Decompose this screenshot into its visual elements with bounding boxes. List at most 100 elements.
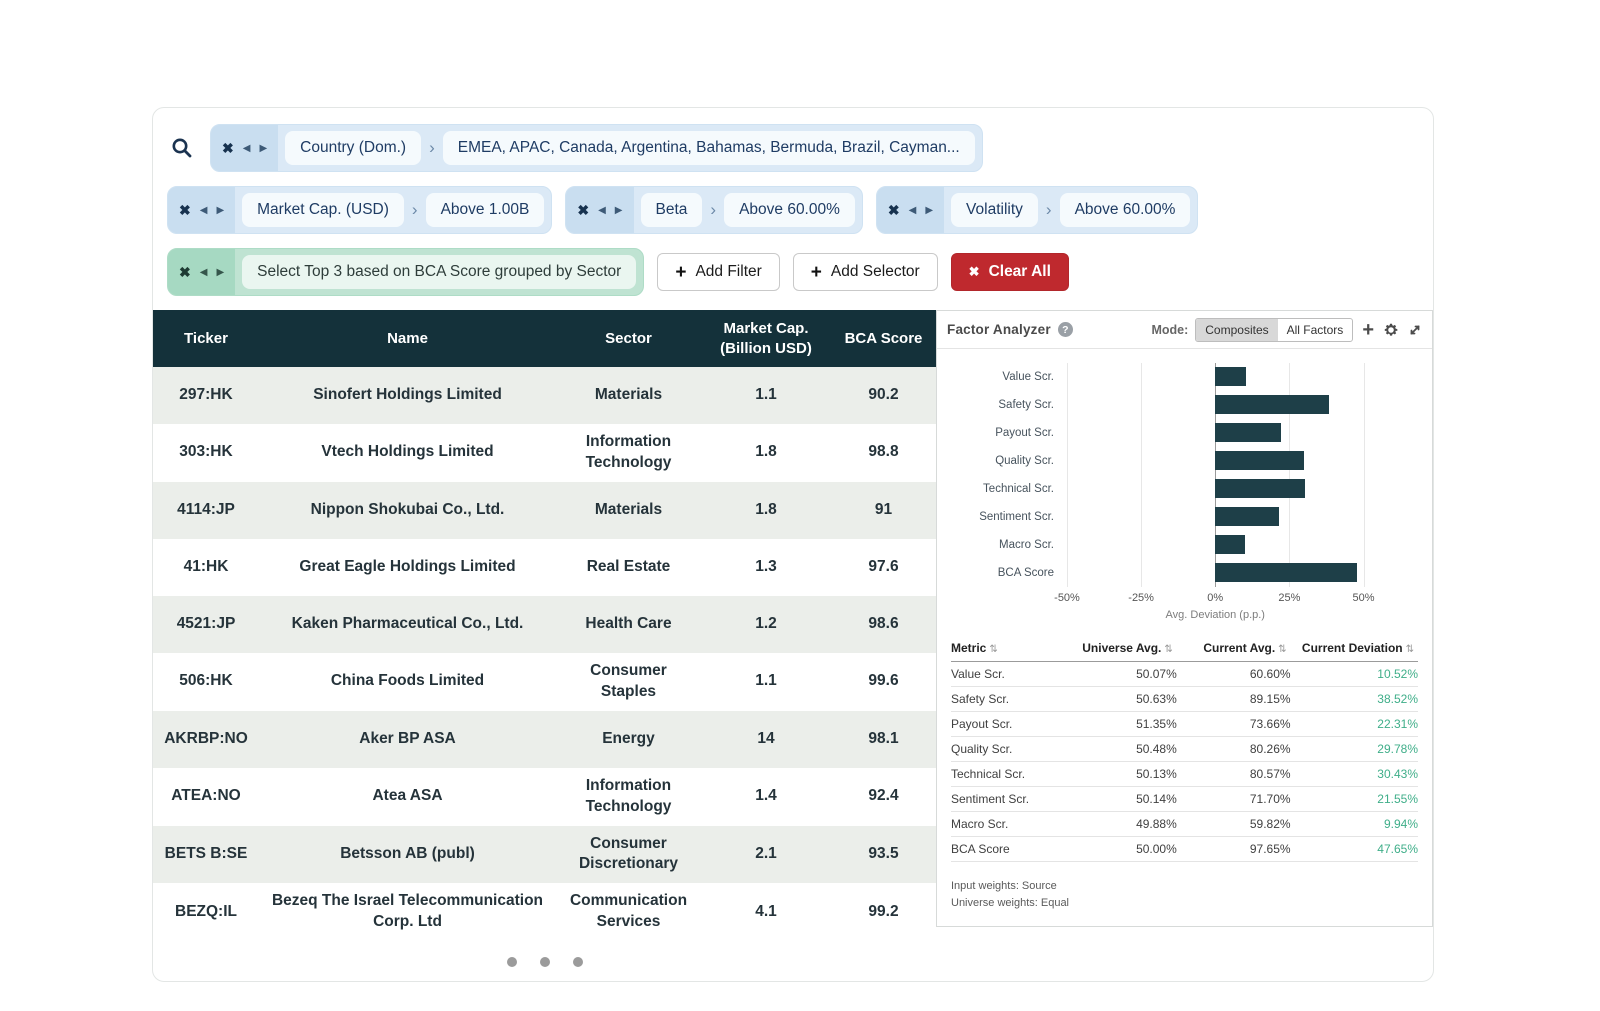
- sector-cell: Materials: [556, 492, 701, 529]
- x-tick-label: 25%: [1278, 592, 1300, 604]
- ticker-cell: BEZQ:IL: [153, 894, 259, 931]
- move-right-icon[interactable]: ▶: [259, 143, 267, 154]
- mode-all-factors[interactable]: All Factors: [1278, 319, 1353, 341]
- move-left-icon[interactable]: ◀: [909, 205, 917, 216]
- filter-pill-market-cap[interactable]: ✖ ◀ ▶ Market Cap. (USD) › Above 1.00B: [167, 186, 552, 234]
- filter-label[interactable]: Country (Dom.): [285, 131, 421, 165]
- remove-selector-icon[interactable]: ✖: [179, 264, 191, 281]
- move-left-icon[interactable]: ◀: [200, 205, 208, 216]
- stock-table: Ticker Name Sector Market Cap. (Billion …: [153, 310, 936, 981]
- remove-filter-icon[interactable]: ✖: [222, 140, 234, 157]
- table-row[interactable]: 4521:JP Kaken Pharmaceutical Co., Ltd. H…: [153, 596, 936, 653]
- pagination-dot[interactable]: [540, 957, 550, 967]
- filter-pill-volatility[interactable]: ✖ ◀ ▶ Volatility › Above 60.00%: [876, 186, 1199, 234]
- market-cap-cell: 1.8: [701, 492, 831, 529]
- move-left-icon[interactable]: ◀: [200, 267, 208, 278]
- ticker-cell: 303:HK: [153, 434, 259, 471]
- ticker-cell: AKRBP:NO: [153, 721, 259, 758]
- filter-row-3: ✖ ◀ ▶ Select Top 3 based on BCA Score gr…: [167, 248, 1419, 296]
- pagination-dot[interactable]: [507, 957, 517, 967]
- table-row[interactable]: AKRBP:NO Aker BP ASA Energy 14 98.1: [153, 711, 936, 768]
- mode-composites[interactable]: Composites: [1196, 319, 1277, 341]
- sort-icon[interactable]: ⇅: [1278, 644, 1286, 655]
- table-row[interactable]: BEZQ:IL Bezeq The Israel Telecommunicati…: [153, 883, 936, 941]
- move-right-icon[interactable]: ▶: [216, 267, 224, 278]
- table-row[interactable]: ATEA:NO Atea ASA Information Technology …: [153, 768, 936, 826]
- column-header-bca-score: BCA Score: [831, 323, 936, 355]
- add-selector-button[interactable]: + Add Selector: [793, 253, 938, 291]
- bar-row: [1067, 391, 1420, 419]
- name-cell: Nippon Shokubai Co., Ltd.: [259, 492, 556, 529]
- remove-filter-icon[interactable]: ✖: [179, 202, 191, 219]
- help-icon[interactable]: ?: [1058, 322, 1073, 337]
- name-cell: Kaken Pharmaceutical Co., Ltd.: [259, 606, 556, 643]
- metrics-table-body: Value Scr. 50.07% 60.60% 10.52% Safety S…: [951, 662, 1418, 862]
- filter-value[interactable]: Above 60.00%: [1060, 193, 1191, 227]
- deviation-bar: [1215, 423, 1281, 442]
- search-icon[interactable]: [167, 136, 197, 160]
- bar-row: [1067, 475, 1420, 503]
- filter-value[interactable]: Above 60.00%: [724, 193, 855, 227]
- filter-label[interactable]: Beta: [641, 193, 703, 227]
- ticker-cell: BETS B:SE: [153, 836, 259, 873]
- filter-pill-beta[interactable]: ✖ ◀ ▶ Beta › Above 60.00%: [565, 186, 863, 234]
- move-right-icon[interactable]: ▶: [925, 205, 933, 216]
- universe-avg-cell: 50.00%: [1063, 837, 1177, 861]
- add-filter-button[interactable]: + Add Filter: [657, 253, 779, 291]
- filter-label[interactable]: Volatility: [951, 193, 1038, 227]
- move-left-icon[interactable]: ◀: [598, 205, 606, 216]
- metric-column-header[interactable]: Metric⇅: [951, 641, 1063, 655]
- current-deviation-column-header[interactable]: Current Deviation⇅: [1291, 641, 1418, 655]
- market-cap-cell: 1.4: [701, 778, 831, 815]
- column-header-name: Name: [259, 323, 556, 355]
- sector-cell: Information Technology: [556, 424, 701, 482]
- table-row[interactable]: 41:HK Great Eagle Holdings Limited Real …: [153, 539, 936, 596]
- selector-pill[interactable]: ✖ ◀ ▶ Select Top 3 based on BCA Score gr…: [167, 248, 644, 296]
- market-cap-cell: 1.2: [701, 606, 831, 643]
- filter-value[interactable]: Above 1.00B: [426, 193, 545, 227]
- move-left-icon[interactable]: ◀: [243, 143, 251, 154]
- sector-cell: Consumer Discretionary: [556, 826, 701, 884]
- deviation-chart: Value Scr.Safety Scr.Payout Scr.Quality …: [937, 349, 1432, 625]
- filter-row-2: ✖ ◀ ▶ Market Cap. (USD) › Above 1.00B ✖ …: [167, 186, 1419, 234]
- name-cell: Betsson AB (publ): [259, 836, 556, 873]
- universe-avg-column-header[interactable]: Universe Avg.⇅: [1063, 641, 1177, 655]
- add-panel-icon[interactable]: +: [1362, 320, 1374, 340]
- current-deviation-cell: 29.78%: [1291, 737, 1418, 761]
- input-weights-note: Input weights: Source: [951, 878, 1418, 895]
- sort-icon[interactable]: ⇅: [989, 644, 997, 655]
- current-avg-column-header[interactable]: Current Avg.⇅: [1177, 641, 1291, 655]
- clear-all-button[interactable]: ✖ Clear All: [951, 253, 1069, 291]
- gear-icon[interactable]: [1383, 322, 1399, 338]
- deviation-bar: [1215, 535, 1244, 554]
- move-right-icon[interactable]: ▶: [216, 205, 224, 216]
- sort-icon[interactable]: ⇅: [1164, 644, 1172, 655]
- y-axis-label: Macro Scr.: [943, 531, 1067, 559]
- stock-table-header: Ticker Name Sector Market Cap. (Billion …: [153, 310, 936, 367]
- sort-icon[interactable]: ⇅: [1406, 644, 1414, 655]
- filter-pill-country[interactable]: ✖ ◀ ▶ Country (Dom.) › EMEA, APAC, Canad…: [210, 124, 983, 172]
- market-cap-cell: 1.8: [701, 434, 831, 471]
- universe-avg-cell: 50.14%: [1063, 787, 1177, 811]
- selector-label[interactable]: Select Top 3 based on BCA Score grouped …: [242, 255, 636, 289]
- filter-pill-controls: ✖ ◀ ▶: [566, 187, 633, 233]
- metric-row: BCA Score 50.00% 97.65% 47.65%: [951, 837, 1418, 862]
- remove-filter-icon[interactable]: ✖: [888, 202, 900, 219]
- table-row[interactable]: 303:HK Vtech Holdings Limited Informatio…: [153, 424, 936, 482]
- table-row[interactable]: 297:HK Sinofert Holdings Limited Materia…: [153, 367, 936, 424]
- bca-score-cell: 92.4: [831, 778, 936, 815]
- table-row[interactable]: BETS B:SE Betsson AB (publ) Consumer Dis…: [153, 826, 936, 884]
- metric-name-cell: Technical Scr.: [951, 762, 1063, 786]
- move-right-icon[interactable]: ▶: [615, 205, 623, 216]
- filter-value[interactable]: EMEA, APAC, Canada, Argentina, Bahamas, …: [443, 131, 975, 165]
- mode-toggle: Composites All Factors: [1195, 318, 1353, 342]
- table-row[interactable]: 4114:JP Nippon Shokubai Co., Ltd. Materi…: [153, 482, 936, 539]
- ticker-cell: 4521:JP: [153, 606, 259, 643]
- pagination-dot[interactable]: [573, 957, 583, 967]
- filter-label[interactable]: Market Cap. (USD): [242, 193, 404, 227]
- remove-filter-icon[interactable]: ✖: [577, 202, 589, 219]
- y-axis-label: Payout Scr.: [943, 419, 1067, 447]
- clear-icon: ✖: [969, 264, 980, 280]
- table-row[interactable]: 506:HK China Foods Limited Consumer Stap…: [153, 653, 936, 711]
- expand-icon[interactable]: [1408, 323, 1422, 337]
